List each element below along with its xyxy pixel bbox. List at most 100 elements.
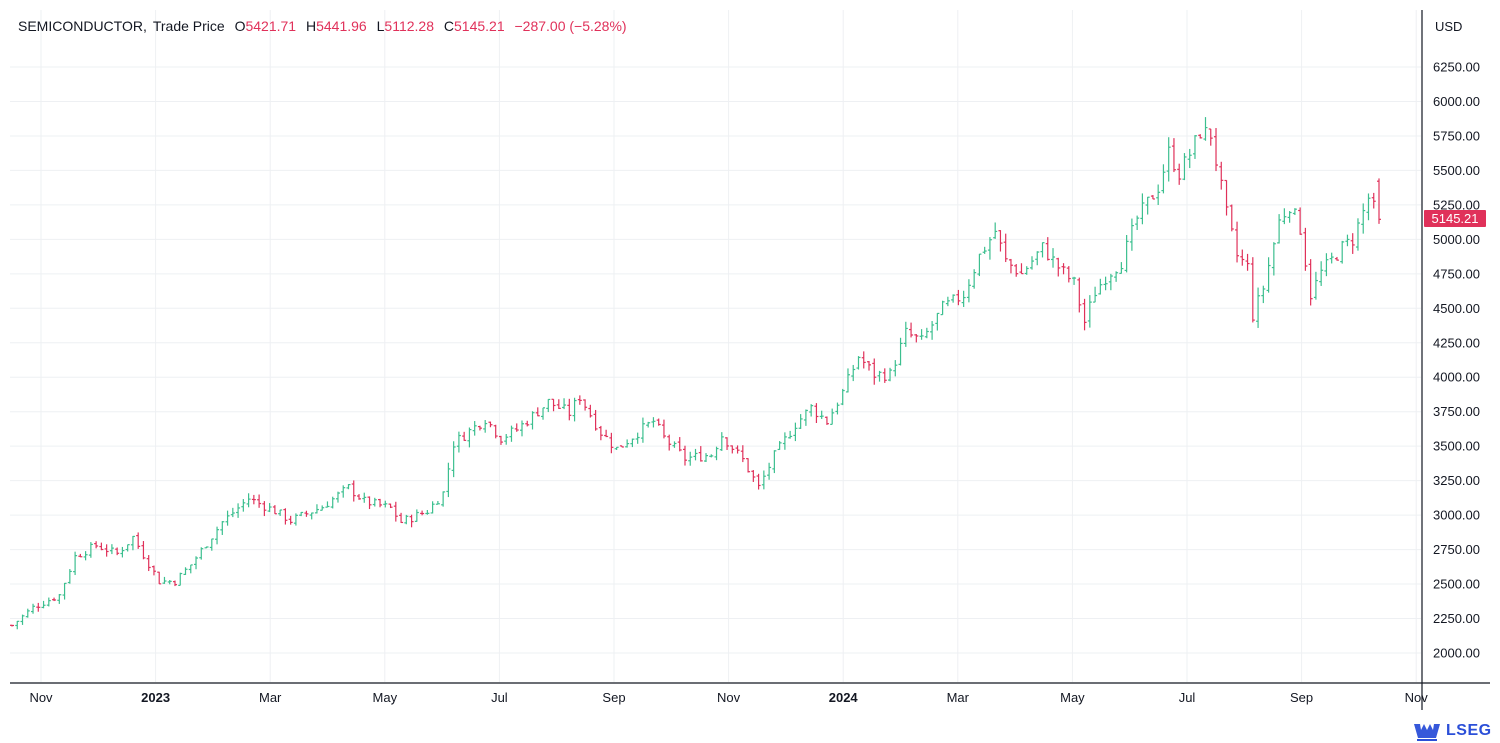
ohlc-bar [278,509,283,516]
ohlc-bar [1324,253,1329,277]
ohlc-bar [1124,235,1129,273]
ohlc-bar [162,576,167,584]
x-tick-label: Nov [29,690,53,705]
ohlc-bar [619,445,624,448]
ohlc-bar [856,356,861,370]
ohlc-bar [472,421,477,436]
y-tick-label: 2250.00 [1433,611,1480,626]
ohlc-bar [78,553,83,558]
ohlc-bar [541,407,546,420]
ohlc-bar [1229,204,1234,232]
ohlc-bar [215,526,220,545]
ohlc-bar [998,230,1003,252]
ohlc-bar [598,425,603,441]
ohlc-bar [567,398,572,421]
ohlc-bar [525,420,530,427]
ohlc-bar [987,237,992,260]
ohlc-bar [961,290,966,307]
ohlc-bar [756,473,761,490]
high-prefix: H [305,18,317,34]
ohlc-bar [730,445,735,454]
ohlc-bar [414,509,419,522]
ohlc-bar [120,546,125,558]
ohlc-bar [877,370,882,382]
ohlc-bar [1072,276,1077,285]
ohlc-bar [393,501,398,522]
ohlc-bar [1298,207,1303,235]
ohlc-bar [1156,184,1161,205]
ohlc-bar [1240,249,1245,266]
ohlc-bar [1292,208,1297,216]
ohlc-bar [1235,221,1240,263]
ohlc-bar [46,597,51,607]
ohlc-bar [399,512,404,524]
ohlc-bar [383,500,388,508]
x-tick-label: Nov [717,690,741,705]
ohlc-bar [909,322,914,338]
ohlc-bar [446,462,451,498]
ohlc-bar [898,337,903,366]
x-tick-label: May [373,690,398,705]
price-axis[interactable]: 6250.00 6000.00 5750.00 5500.00 5250.00 5000.… [1421,10,1480,710]
ohlc-bar [840,388,845,406]
ohlc-bar [1129,218,1134,251]
ohlc-bar [751,470,756,482]
ohlc-bar [1203,117,1208,141]
ohlc-bar [735,445,740,454]
ohlc-bar [10,624,14,627]
close-value: 5145.21 [454,18,505,34]
ohlc-bar [430,501,435,514]
ohlc-bar [993,222,998,239]
ohlc-bar [1287,211,1292,223]
ohlc-bar [94,541,99,549]
ohlc-bar [435,500,440,505]
ohlc-bar [903,321,908,347]
ohlc-bar [115,547,120,556]
ohlc-bar [451,441,456,478]
x-tick-label: Mar [947,690,970,705]
ohlc-bar [725,437,730,450]
x-tick-label: 2023 [141,690,170,705]
ohlc-bar [767,462,772,480]
y-tick-label: 5000.00 [1433,232,1480,247]
ohlc-bar [36,602,41,612]
x-tick-label: Mar [259,690,282,705]
brand-logo: LSEG [1412,720,1492,742]
chart-legend: SEMICONDUCTOR, Trade Price O5421.71 H5441… [18,18,627,34]
ohlc-bar [330,496,335,509]
ohlc-bar [157,571,162,585]
low-value: 5112.28 [384,18,434,34]
ohlc-bar [146,555,151,572]
time-axis[interactable]: Nov 2023 Mar May Jul Sep Nov 2024 Mar May Jul Sep No… [10,682,1490,705]
ohlc-bar [867,360,872,371]
ohlc-bar [204,546,209,549]
ohlc-bar [1135,215,1140,231]
ohlc-bar [1208,128,1213,146]
ohlc-bar [299,511,304,517]
ohlc-bar [1282,208,1287,225]
ohlc-bar [956,289,961,306]
ohlc-bar [220,521,225,535]
ohlc-bar [1377,178,1381,224]
ohlc-bar [1035,251,1040,266]
ohlc-bar [1313,271,1318,300]
ohlc-bar [1019,263,1024,275]
ohlc-bar [67,569,72,584]
ohlc-bar [1350,233,1355,254]
ohlc-bar [1355,218,1360,251]
ohlc-bar [688,451,693,466]
ohlc-bar [1093,286,1098,303]
ohlc-bar [409,514,414,528]
ohlc-bar [62,582,67,600]
ohlc-bar [924,327,929,339]
ohlc-bar [1192,135,1197,159]
ohlc-bar [667,434,672,451]
currency-label[interactable]: USD [1435,19,1463,34]
ohlc-bar [682,445,687,466]
ohlc-bar [704,453,709,463]
ohlc-bar [1334,256,1339,261]
ohlc-bar [288,515,293,525]
ohlc-bar [251,494,256,505]
ohlc-bar [1345,234,1350,247]
